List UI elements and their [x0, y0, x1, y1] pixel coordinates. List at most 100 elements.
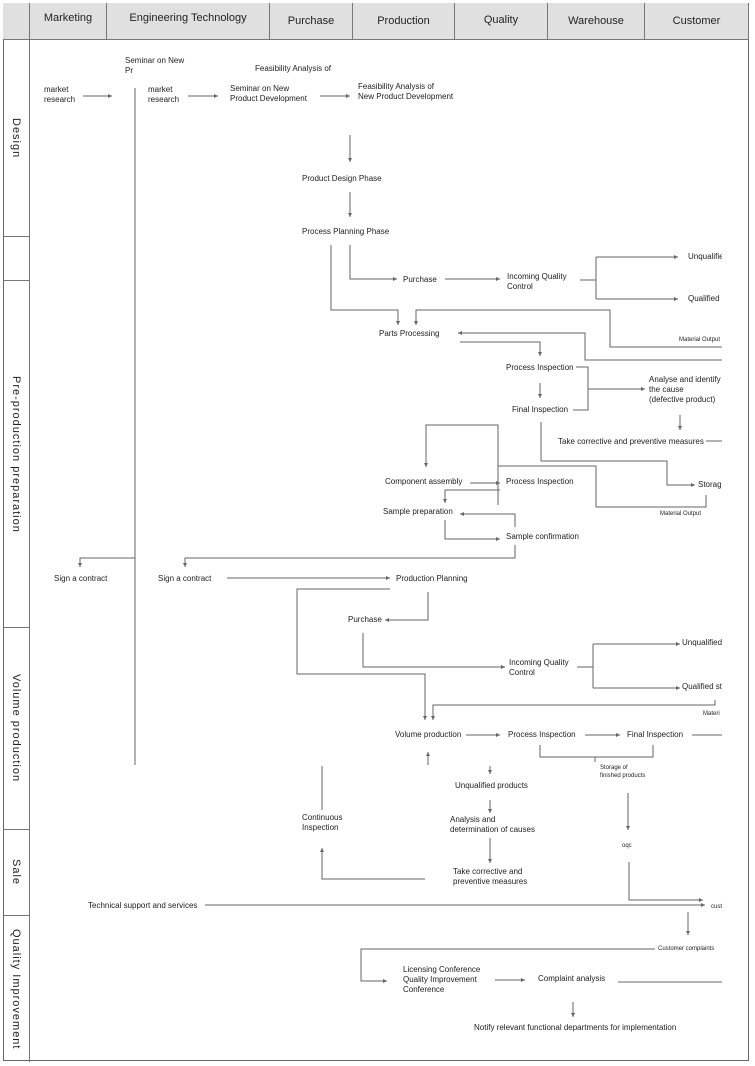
arrowhead-icon	[676, 686, 680, 690]
arrowhead-icon	[496, 733, 500, 737]
row-volume-production: Volume production	[3, 628, 30, 830]
connector-24	[497, 465, 707, 508]
connector-55	[360, 948, 655, 982]
node-unqualified-2: Unqualified	[682, 638, 722, 647]
node-market-research-1: market research	[44, 85, 76, 104]
node-material-output-2: Material Output	[660, 511, 702, 517]
node-iqc-2: Incoming Quality Control	[509, 658, 569, 677]
flow-area: market research Seminar on New Pr market r…	[31, 41, 722, 1061]
connector-57	[618, 981, 722, 983]
arrowhead-icon	[423, 716, 427, 720]
arrowhead-icon	[488, 770, 492, 774]
column-production: Production	[353, 3, 455, 40]
arrowhead-icon	[691, 483, 695, 487]
node-final-inspection-3: Final Inspection	[627, 730, 684, 739]
node-sample-confirmation: Sample confirmation	[506, 532, 579, 541]
arrowhead-icon	[626, 826, 630, 830]
connector-27	[460, 513, 516, 527]
arrowhead-icon	[346, 94, 350, 98]
node-process-planning: Process Planning Phase	[302, 227, 390, 236]
row-pre-production: Pre-production preparation	[3, 281, 30, 628]
node-parts-processing: Parts Processing	[379, 329, 440, 338]
arrowhead-icon	[488, 809, 492, 813]
arrowhead-icon	[571, 1013, 575, 1017]
node-process-inspection-2: Process Inspection	[506, 477, 574, 486]
connector-16	[460, 341, 541, 356]
row-label: Sale	[10, 859, 22, 886]
node-process-inspection-1: Process Inspection	[506, 363, 574, 372]
arrowhead-icon	[496, 277, 500, 281]
row-blank	[3, 237, 30, 281]
arrowhead-icon	[701, 903, 705, 907]
node-storage-1: Storage	[698, 480, 722, 489]
connector-15	[458, 332, 722, 361]
arrowhead-icon	[699, 898, 703, 902]
row-sale: Sale	[3, 830, 30, 916]
node-market-research-2: market research	[148, 85, 180, 104]
arrowhead-icon	[426, 752, 430, 756]
column-warehouse: Warehouse	[548, 3, 645, 40]
column-purchase: Purchase	[270, 3, 353, 40]
connector-50	[321, 848, 425, 880]
node-material-3: Materi	[703, 711, 720, 717]
node-component-assembly: Component assembly	[385, 477, 463, 486]
arrowhead-icon	[320, 848, 324, 852]
arrowhead-icon	[496, 481, 500, 485]
connector-52	[628, 862, 703, 901]
arrowhead-icon	[641, 387, 645, 391]
arrowhead-icon	[183, 563, 187, 567]
arrowhead-icon	[396, 321, 400, 325]
node-corrective-1: Take corrective and preventive measures	[558, 437, 704, 446]
node-unqualified-products: Unqualified products	[455, 781, 528, 790]
arrowhead-icon	[460, 512, 464, 516]
arrowhead-icon	[496, 537, 500, 541]
node-material-output-1: Material Output	[679, 337, 721, 343]
node-feasibility-overlap: Feasibility Analysis of	[255, 64, 332, 73]
connector-29	[184, 545, 516, 567]
node-process-inspection-3: Process Inspection	[508, 730, 576, 739]
node-production-planning: Production Planning	[396, 574, 468, 583]
connector-lines	[78, 88, 722, 1017]
node-technical-support: Technical support and services	[88, 901, 198, 910]
arrowhead-icon	[386, 576, 390, 580]
node-storage-finished: Storage of finished products	[600, 765, 646, 779]
row-label: Pre-production preparation	[10, 375, 22, 533]
column-customer: Customer	[645, 3, 749, 40]
arrowhead-icon	[393, 277, 397, 281]
node-continuous-inspection: Continuous Inspection	[302, 813, 343, 832]
row-label: Volume production	[10, 674, 22, 783]
node-sample-preparation: Sample preparation	[383, 507, 453, 516]
connector-18	[573, 366, 589, 411]
arrowhead-icon	[674, 297, 678, 301]
arrowhead-icon	[385, 618, 389, 622]
connector-7	[349, 245, 397, 280]
arrowhead-icon	[443, 499, 447, 503]
node-purchase-1: Purchase	[403, 275, 437, 284]
header-corner	[3, 3, 30, 40]
connector-22	[540, 422, 695, 486]
node-seminar-clipped: Seminar on New Pr	[125, 56, 185, 75]
node-iqc-1: Incoming Quality Control	[507, 272, 567, 291]
arrowhead-icon	[538, 352, 542, 356]
node-oqc: oqc	[622, 843, 632, 849]
connector-43	[539, 745, 654, 758]
node-seminar-product: Seminar on New Product Development	[230, 84, 307, 103]
node-qualified-2: Qualified st	[682, 682, 722, 691]
arrowhead-icon	[676, 642, 680, 646]
node-customer: customer	[711, 904, 722, 910]
arrowhead-icon	[383, 979, 387, 983]
column-quality: Quality	[455, 3, 548, 40]
connector-32	[385, 592, 429, 621]
node-feasibility: Feasibility Analysis of New Product Deve…	[358, 82, 454, 101]
arrowhead-icon	[458, 331, 462, 335]
node-complaint-analysis: Complaint analysis	[538, 974, 606, 983]
node-corrective-2: Take corrective and preventive measures	[453, 867, 528, 886]
row-design: Design	[3, 40, 30, 237]
arrowhead-icon	[538, 394, 542, 398]
connector-33	[296, 588, 426, 720]
row-label: Quality Improvement	[10, 928, 22, 1050]
arrowhead-icon	[431, 716, 435, 720]
connector-26	[444, 489, 500, 503]
arrowhead-icon	[678, 426, 682, 430]
column-engineering-technology: Engineering Technology	[107, 3, 270, 40]
